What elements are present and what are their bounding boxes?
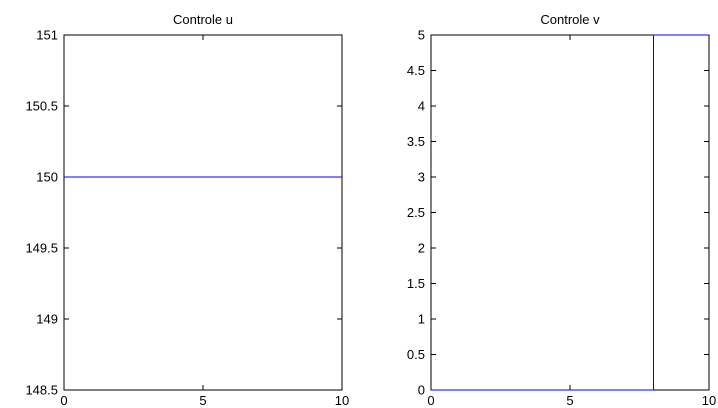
y-tick-label: 1.5 (407, 276, 425, 291)
y-tick-label: 2 (418, 241, 425, 256)
subplot-controle-v: Controle v 0 0.5 1 1.5 2 2.5 3 3.5 4 4.5 5 0 5 10 (407, 12, 716, 408)
y-tick-label: 4 (418, 99, 425, 114)
chart-title: Controle u (173, 12, 233, 27)
y-tick-label: 3 (418, 170, 425, 185)
x-tick-label: 0 (427, 393, 434, 408)
x-tick-label: 10 (335, 393, 349, 408)
y-tick-label: 0.5 (407, 347, 425, 362)
y-tick-label: 148.5 (25, 383, 58, 398)
y-tick-label: 0 (418, 383, 425, 398)
y-tick-label: 3.5 (407, 134, 425, 149)
x-tick-label: 0 (60, 393, 67, 408)
chart-title: Controle v (540, 12, 600, 27)
y-tick-label: 150 (36, 170, 58, 185)
axes-box (430, 34, 710, 391)
y-tick-label: 2.5 (407, 205, 425, 220)
y-tick-label: 4.5 (407, 63, 425, 78)
y-tick-label: 5 (418, 28, 425, 43)
x-tick-label: 5 (199, 393, 206, 408)
y-tick-label: 1 (418, 312, 425, 327)
series-line-0 (431, 34, 709, 391)
subplot-controle-u: Controle u 148.5 149 149.5 150 150.5 151 0 5 10 (25, 12, 349, 408)
y-tick-label: 151 (36, 28, 58, 43)
y-tick-label: 149 (36, 312, 58, 327)
x-tick-label: 10 (702, 393, 716, 408)
y-tick-label: 150.5 (25, 99, 58, 114)
x-tick-label: 5 (566, 393, 573, 408)
y-tick-label: 149.5 (25, 241, 58, 256)
axes-box (63, 34, 343, 391)
